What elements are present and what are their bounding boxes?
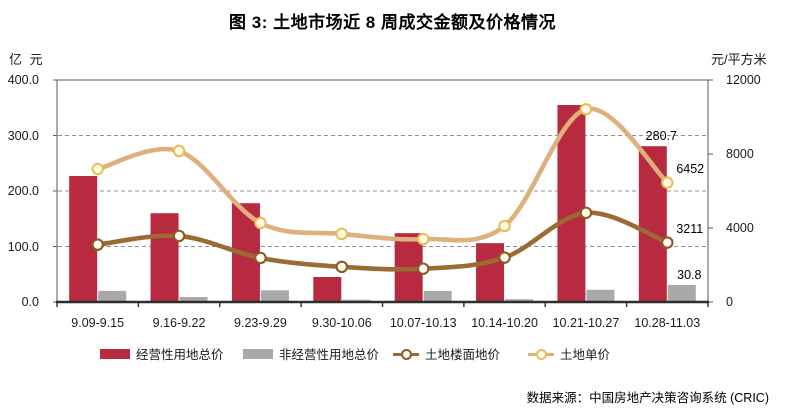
- right-axis-tick-label: 12000: [726, 73, 761, 87]
- x-axis-category-label: 10.21-10.27: [552, 316, 620, 330]
- marker-土地楼面地价: [498, 251, 511, 264]
- marker-土地单价: [661, 176, 674, 189]
- left-axis-tick-label: 200.0: [7, 184, 39, 198]
- bar-经营性用地总价: [638, 146, 667, 302]
- marker-土地楼面地价: [335, 260, 349, 274]
- x-axis-category-label: 10.14-10.20: [471, 316, 538, 330]
- bar-经营性用地总价: [69, 176, 98, 302]
- bar-非经营性用地总价: [423, 290, 452, 302]
- right-axis-tick-label: 4000: [726, 221, 754, 235]
- bar-经营性用地总价: [557, 104, 586, 302]
- data-label-经营性用地总价: 280.7: [645, 129, 677, 144]
- x-axis-category-label: 9.09-9.15: [71, 316, 125, 330]
- bar-非经营性用地总价: [98, 290, 127, 302]
- left-axis-unit: 亿 元: [9, 52, 45, 67]
- marker-土地楼面地价: [579, 206, 593, 220]
- chart-title: 图 3: 土地市场近 8 周成交金额及价格情况: [229, 13, 556, 32]
- legend-swatch-line: [393, 348, 419, 360]
- data-label-非经营性用地总价: 30.8: [677, 267, 702, 282]
- bar-经营性用地总价: [150, 213, 179, 302]
- marker-土地楼面地价: [172, 229, 186, 243]
- legend-label: 土地单价: [560, 348, 611, 362]
- bar-非经营性用地总价: [260, 290, 289, 302]
- legend-item-非经营性用地总价: 非经营性用地总价: [243, 344, 379, 363]
- chart-legend: 经营性用地总价 非经营性用地总价 土地楼面地价 土地单价: [0, 344, 785, 364]
- marker-土地单价: [172, 144, 186, 158]
- legend-swatch-line: [528, 348, 554, 360]
- bar-经营性用地总价: [313, 277, 342, 302]
- bar-非经营性用地总价: [179, 297, 208, 302]
- marker-土地单价: [254, 216, 267, 230]
- x-axis-category-label: 10.28-11.03: [634, 316, 701, 330]
- source-note: 数据来源：中国房地产决策咨询系统 (CRIC): [526, 391, 769, 405]
- legend-label: 土地楼面地价: [425, 348, 501, 362]
- legend-swatch-bar: [243, 348, 273, 359]
- right-axis-tick-label: 0: [726, 295, 733, 309]
- legend-item-经营性用地总价: 经营性用地总价: [100, 344, 224, 363]
- marker-土地单价: [91, 162, 104, 176]
- bar-非经营性用地总价: [667, 284, 696, 302]
- legend-label: 非经营性用地总价: [279, 348, 380, 362]
- left-axis-tick-label: 0.0: [21, 295, 39, 309]
- left-axis-tick-label: 400.0: [7, 73, 39, 87]
- data-label-土地单价: 6452: [676, 161, 705, 176]
- marker-土地单价: [498, 219, 511, 233]
- legend-item-土地楼面地价: 土地楼面地价: [393, 344, 500, 363]
- x-axis-category-label: 10.07-10.13: [389, 316, 457, 330]
- x-axis-category-label: 9.16-9.22: [152, 316, 206, 330]
- bar-非经营性用地总价: [505, 299, 534, 302]
- left-axis-tick-label: 300.0: [7, 128, 39, 143]
- legend-marker: [401, 348, 412, 360]
- marker-土地单价: [579, 102, 593, 116]
- right-axis-unit: 元/平方米: [711, 52, 767, 67]
- marker-土地楼面地价: [254, 251, 267, 265]
- legend-marker: [536, 348, 547, 360]
- left-axis-tick-label: 100.0: [7, 239, 39, 254]
- bar-非经营性用地总价: [586, 289, 615, 302]
- legend-item-土地单价: 土地单价: [528, 344, 610, 363]
- marker-土地楼面地价: [91, 238, 104, 251]
- marker-土地楼面地价: [661, 236, 674, 249]
- x-axis-category-label: 9.23-9.29: [234, 316, 287, 330]
- data-label-土地楼面地价: 3211: [676, 221, 704, 236]
- legend-swatch-bar: [100, 348, 130, 359]
- marker-土地单价: [335, 227, 349, 241]
- marker-土地单价: [416, 232, 430, 246]
- bar-经营性用地总价: [476, 243, 505, 302]
- marker-土地楼面地价: [416, 262, 430, 275]
- legend-label: 经营性用地总价: [136, 348, 224, 362]
- plot-area: [53, 79, 713, 307]
- x-axis-category-label: 9.30-10.06: [311, 316, 372, 330]
- right-axis-tick-label: 8000: [726, 147, 754, 161]
- line-土地楼面地价: [95, 210, 670, 272]
